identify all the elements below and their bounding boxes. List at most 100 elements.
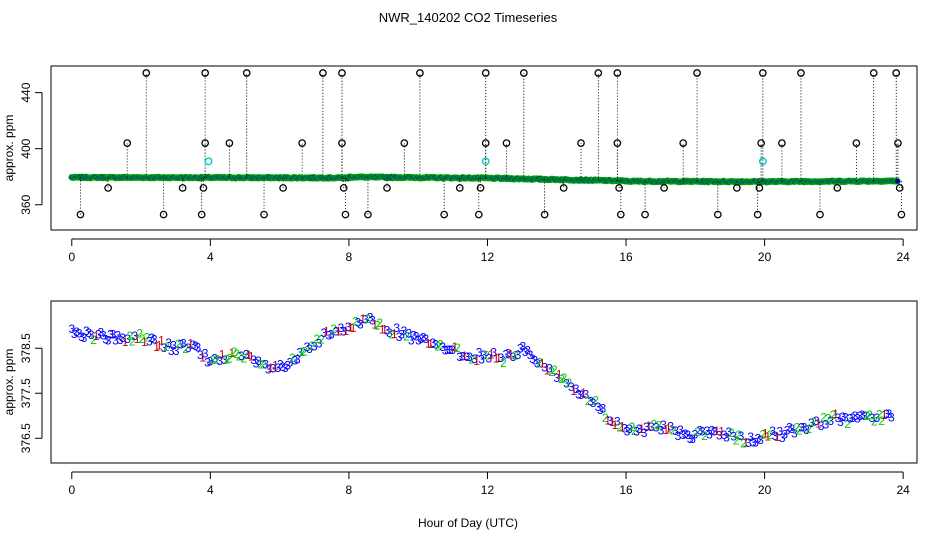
marker-label-1: 1 [638, 422, 645, 436]
marker-label-3: 3 [277, 357, 284, 371]
top-x-tick-label: 8 [346, 250, 353, 264]
marker-label-2: 2 [144, 331, 151, 345]
marker-label-1: 1 [427, 337, 434, 351]
marker-label-3: 3 [849, 411, 856, 425]
top-y-tick-label: 400 [19, 138, 33, 158]
bottom-y-tick-label: 378.5 [19, 333, 33, 363]
marker-label-2: 2 [129, 335, 136, 349]
spike-point-low [641, 210, 649, 219]
marker-label-1: 1 [379, 322, 386, 336]
top-y-tick-label: 360 [19, 194, 33, 214]
marker-label-3: 3 [873, 411, 880, 425]
spike-point-high [797, 69, 805, 77]
marker-label-3: 3 [73, 325, 80, 339]
marker-label-2: 2 [127, 329, 134, 343]
marker-label-2: 2 [825, 412, 832, 426]
marker-label-3: 3 [180, 337, 187, 351]
marker-label-3: 3 [827, 414, 834, 428]
marker-label-2: 2 [796, 423, 803, 437]
marker-label-3: 3 [357, 317, 364, 331]
spike-point-near [476, 184, 485, 192]
marker-label-3: 3 [204, 356, 211, 370]
marker-label-2: 2 [844, 417, 851, 431]
top-x-tick-label: 4 [207, 250, 214, 264]
marker-label-3: 3 [95, 328, 102, 342]
marker-label-3: 3 [124, 332, 131, 346]
marker-label-3: 3 [852, 409, 859, 423]
marker-label-3: 3 [522, 345, 529, 359]
marker-label-3: 3 [447, 343, 454, 357]
marker-label-2: 2 [616, 421, 623, 435]
marker-label-3: 3 [658, 424, 665, 438]
spike-point-near [833, 184, 842, 192]
spike-point-near [733, 184, 741, 192]
marker-label-3: 3 [626, 422, 633, 436]
marker-label-3: 3 [791, 426, 798, 440]
spike-point-near [615, 184, 623, 192]
marker-label-2: 2 [376, 316, 383, 330]
marker-label-2: 2 [437, 338, 444, 352]
marker-label-3: 3 [367, 310, 374, 324]
marker-label-2: 2 [561, 371, 568, 385]
marker-label-3: 3 [624, 424, 631, 438]
marker-label-1: 1 [248, 349, 255, 363]
marker-label-2: 2 [536, 356, 543, 370]
marker-label-2: 2 [871, 414, 878, 428]
marker-label-1: 1 [815, 416, 822, 430]
marker-label-2: 2 [175, 337, 182, 351]
marker-label-3: 3 [107, 328, 114, 342]
marker-label-1: 1 [609, 415, 616, 429]
marker-label-3: 3 [682, 427, 689, 441]
marker-label-1: 1 [342, 324, 349, 338]
marker-label-3: 3 [78, 330, 85, 344]
marker-label-3: 3 [296, 346, 303, 360]
marker-label-2: 2 [864, 409, 871, 423]
marker-label-3: 3 [692, 428, 699, 442]
marker-label-3: 3 [100, 329, 107, 343]
marker-label-2: 2 [566, 376, 573, 390]
marker-label-2: 2 [733, 433, 740, 447]
marker-label-2: 2 [139, 332, 146, 346]
marker-label-2: 2 [289, 351, 296, 365]
marker-label-3: 3 [575, 387, 582, 401]
marker-label-3: 3 [675, 429, 682, 443]
spike-point-near [895, 184, 904, 192]
spike-point-high [594, 69, 603, 77]
spike-point-mid [225, 139, 234, 147]
marker-label-2: 2 [163, 340, 170, 354]
marker-label-3: 3 [587, 394, 594, 408]
marker-label-1: 1 [881, 408, 888, 422]
marker-label-2: 2 [585, 394, 592, 408]
marker-label-3: 3 [478, 353, 485, 367]
marker-label-2: 2 [830, 408, 837, 422]
marker-label-1: 1 [473, 354, 480, 368]
marker-label-2: 2 [233, 347, 240, 361]
marker-label-1: 1 [391, 327, 398, 341]
marker-label-3: 3 [396, 330, 403, 344]
marker-label-3: 3 [486, 352, 493, 366]
marker-label-2: 2 [650, 417, 657, 431]
marker-label-2: 2 [878, 414, 885, 428]
marker-label-2: 2 [810, 415, 817, 429]
marker-label-2: 2 [182, 342, 189, 356]
marker-label-2: 2 [728, 426, 735, 440]
marker-label-3: 3 [398, 328, 405, 342]
marker-label-3: 3 [745, 436, 752, 450]
marker-label-3: 3 [490, 346, 497, 360]
marker-label-3: 3 [401, 324, 408, 338]
marker-label-2: 2 [655, 418, 662, 432]
marker-label-1: 1 [507, 348, 514, 362]
marker-label-3: 3 [711, 424, 718, 438]
spike-point-low [616, 210, 625, 219]
marker-label-1: 1 [93, 329, 100, 343]
marker-label-1: 1 [495, 351, 502, 365]
marker-label-3: 3 [510, 350, 517, 364]
marker-label-2: 2 [313, 332, 320, 346]
marker-label-2: 2 [549, 365, 556, 379]
marker-label-3: 3 [786, 421, 793, 435]
spike-point-high [142, 69, 151, 77]
marker-label-3: 3 [71, 327, 78, 341]
marker-label-3: 3 [607, 414, 614, 428]
marker-label-3: 3 [595, 400, 602, 414]
top-y-tick-label: 440 [19, 82, 33, 102]
